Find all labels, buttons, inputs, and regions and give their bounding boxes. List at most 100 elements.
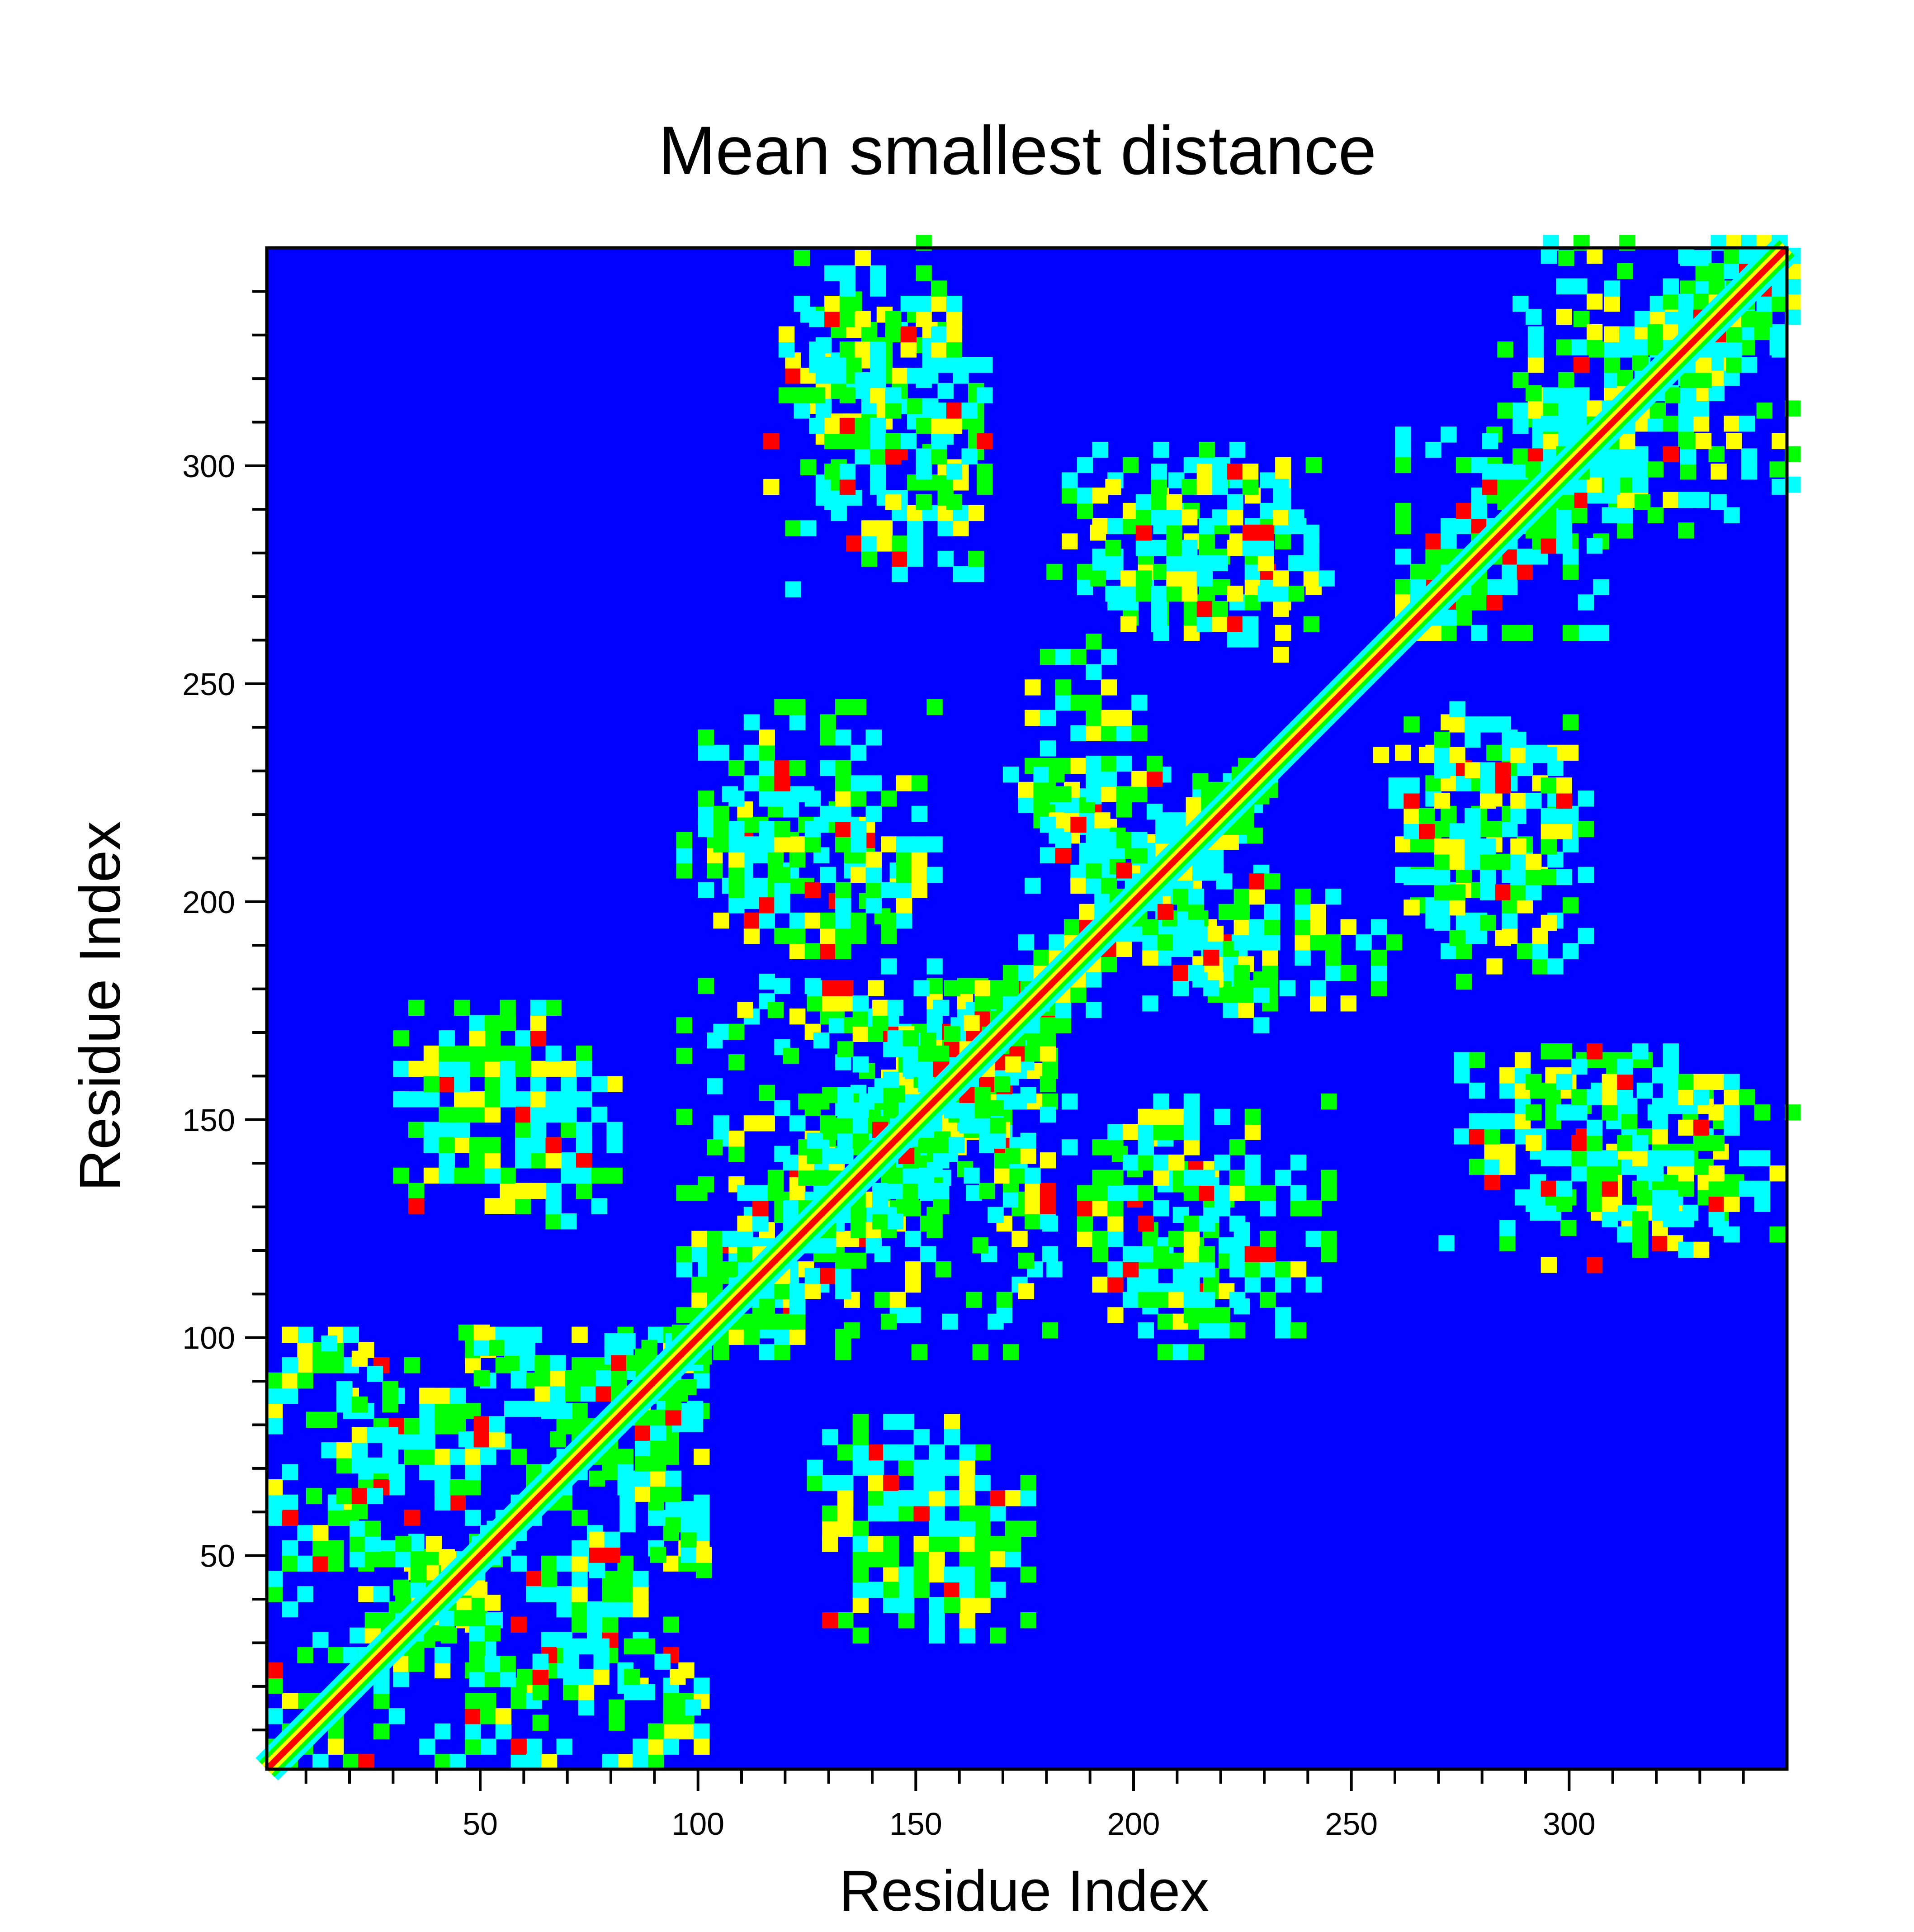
contact-cell-mirror xyxy=(1273,586,1289,602)
contact-cell xyxy=(1253,971,1270,988)
contact-cell-mirror xyxy=(1593,579,1609,595)
contact-cell-mirror xyxy=(1181,478,1198,495)
contact-cell-mirror xyxy=(364,1612,381,1629)
contact-cell xyxy=(1040,1017,1056,1033)
contact-cell-mirror xyxy=(1040,649,1056,665)
contact-cell xyxy=(1244,1124,1261,1140)
contact-cell xyxy=(1479,777,1496,794)
contact-cell-mirror xyxy=(977,357,993,373)
contact-cell xyxy=(633,1571,649,1587)
contact-cell xyxy=(1158,904,1174,920)
contact-cell xyxy=(1107,1170,1124,1186)
contact-cell-mirror xyxy=(852,1582,869,1598)
contact-cell-mirror xyxy=(388,1708,405,1724)
contact-cell-mirror xyxy=(1242,616,1259,632)
contact-cell-mirror xyxy=(473,1324,490,1341)
contact-cell-mirror xyxy=(824,265,841,281)
contact-cell-mirror xyxy=(926,867,943,883)
contact-cell-mirror xyxy=(364,1551,381,1567)
contact-cell-mirror xyxy=(1086,710,1102,726)
contact-cell-mirror xyxy=(393,1091,409,1108)
contact-cell-mirror xyxy=(1471,502,1487,519)
contact-cell xyxy=(1541,1043,1557,1060)
contact-cell-mirror xyxy=(835,805,851,822)
contact-cell xyxy=(1571,1089,1588,1105)
contact-cell xyxy=(681,1547,697,1563)
contact-cell-mirror xyxy=(896,852,912,868)
contact-cell xyxy=(1199,441,1215,458)
contact-cell-mirror xyxy=(1086,877,1102,894)
contact-cell xyxy=(1183,1276,1200,1293)
contact-cell-mirror xyxy=(1033,767,1049,783)
contact-cell-mirror xyxy=(931,433,947,450)
contact-cell-mirror xyxy=(530,1091,547,1108)
contact-cell xyxy=(604,1547,620,1563)
contact-cell-mirror xyxy=(489,1340,505,1356)
contact-cell-mirror xyxy=(946,341,963,358)
contact-cell-mirror xyxy=(835,760,851,776)
contact-cell-mirror xyxy=(1257,586,1274,602)
contact-cell xyxy=(807,1132,823,1149)
contact-cell-mirror xyxy=(789,852,806,868)
contact-cell-mirror xyxy=(676,1246,692,1262)
contact-cell xyxy=(1386,934,1403,951)
contact-cell-mirror xyxy=(870,280,886,297)
contact-cell xyxy=(1541,823,1557,839)
contact-cell-mirror xyxy=(419,1387,435,1404)
contact-cell-mirror xyxy=(282,1555,298,1572)
contact-cell-mirror xyxy=(1486,744,1503,761)
contact-cell xyxy=(1479,792,1496,809)
contact-cell xyxy=(1708,1074,1725,1090)
contact-cell-mirror xyxy=(789,912,806,929)
contact-cell-mirror xyxy=(835,821,851,837)
contact-cell xyxy=(837,1148,854,1164)
contact-cell xyxy=(510,1754,527,1770)
contact-cell xyxy=(572,1616,588,1633)
contact-cell xyxy=(681,1501,697,1517)
contact-cell-mirror xyxy=(1070,816,1087,833)
contact-cell xyxy=(367,1488,383,1504)
contact-cell-mirror xyxy=(868,1490,884,1506)
contact-cell xyxy=(633,1754,649,1770)
contact-cell xyxy=(1678,1089,1694,1105)
contact-cell xyxy=(619,1470,636,1487)
contact-cell-mirror xyxy=(1151,586,1167,602)
contact-cell xyxy=(1153,1292,1169,1308)
contact-cell xyxy=(898,1444,915,1461)
contact-cell-mirror xyxy=(809,417,825,434)
contact-cell-mirror xyxy=(1135,540,1152,556)
contact-cell xyxy=(835,1283,851,1299)
contact-cell-mirror xyxy=(1441,625,1457,641)
contact-cell-mirror xyxy=(713,744,729,761)
contact-cell xyxy=(1107,1200,1124,1217)
contact-cell xyxy=(1556,823,1572,839)
contact-cell xyxy=(1632,1211,1649,1227)
contact-cell-mirror xyxy=(900,326,917,342)
contact-cell-mirror xyxy=(1526,308,1542,325)
contact-cell-mirror xyxy=(728,867,745,883)
contact-cell xyxy=(635,1486,651,1502)
contact-cell xyxy=(959,1118,976,1134)
contact-cell xyxy=(1183,1094,1200,1110)
contact-cell xyxy=(635,1440,651,1456)
contact-cell xyxy=(1005,1056,1021,1073)
contact-cell-mirror xyxy=(1101,649,1117,665)
contact-cell xyxy=(883,1444,899,1461)
contact-cell-mirror xyxy=(855,372,871,388)
contact-cell xyxy=(572,1403,588,1419)
contact-cell xyxy=(1434,900,1451,916)
contact-cell-mirror xyxy=(1586,294,1603,310)
contact-cell xyxy=(837,980,854,996)
contact-cell xyxy=(1632,1150,1649,1166)
contact-cell xyxy=(454,1610,470,1626)
contact-cell xyxy=(974,1102,991,1118)
contact-cell xyxy=(1183,1246,1200,1262)
contact-cell-mirror xyxy=(1456,973,1472,990)
diagonal-line xyxy=(265,246,1789,1771)
contact-cell-mirror xyxy=(698,882,714,898)
contact-cell-mirror xyxy=(439,1152,455,1169)
contact-cell-mirror xyxy=(1131,786,1148,802)
contact-cell-mirror xyxy=(918,1167,934,1184)
x-axis-label: Residue Index xyxy=(839,1859,1209,1923)
contact-cell xyxy=(974,1582,991,1598)
